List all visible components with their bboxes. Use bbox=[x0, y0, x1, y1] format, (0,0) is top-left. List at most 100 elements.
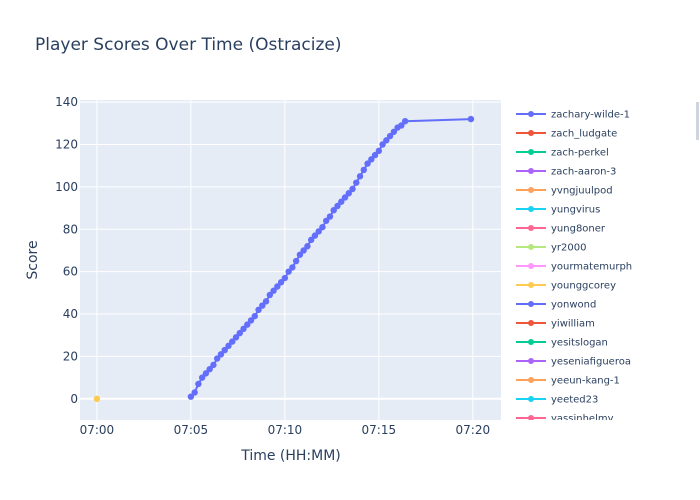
data-point bbox=[206, 365, 213, 373]
data-point bbox=[285, 268, 292, 275]
data-point bbox=[330, 206, 337, 214]
legend-item-younggcorey[interactable]: younggcorey bbox=[516, 281, 616, 292]
data-point bbox=[349, 185, 356, 193]
legend-label: yesitslogan bbox=[551, 338, 608, 349]
data-point bbox=[356, 173, 364, 180]
plot-area bbox=[80, 100, 501, 420]
data-point bbox=[398, 122, 405, 129]
legend[interactable]: zachary-wilde-1 zach_ludgate zach-perkel za… bbox=[516, 102, 699, 425]
legend-label: yonwond bbox=[551, 300, 596, 311]
legend-swatch-marker bbox=[528, 149, 534, 155]
data-point bbox=[247, 317, 255, 324]
data-point bbox=[345, 190, 352, 197]
data-point bbox=[229, 338, 236, 345]
legend-item-yeeted23[interactable]: yeeted23 bbox=[516, 395, 598, 406]
data-point bbox=[281, 274, 289, 282]
legend-item-yung8oner[interactable]: yung8oner bbox=[516, 224, 606, 235]
legend-item-yeseniafigueroa[interactable]: yeseniafigueroa bbox=[516, 357, 631, 368]
data-point bbox=[217, 351, 225, 358]
data-point bbox=[371, 151, 379, 159]
legend-swatch-marker bbox=[528, 225, 534, 231]
data-point bbox=[360, 166, 367, 174]
legend-label: yassinhelmy bbox=[551, 414, 614, 425]
y-tick-label: 120 bbox=[55, 138, 78, 152]
series-layer bbox=[93, 115, 475, 403]
data-point bbox=[375, 147, 383, 155]
data-point bbox=[386, 132, 394, 140]
legend-swatch-marker bbox=[528, 244, 534, 250]
x-tick-label: 07:05 bbox=[174, 423, 209, 437]
legend-item-zach-aaron-3[interactable]: zach-aaron-3 bbox=[516, 167, 616, 178]
legend-scrollbar[interactable] bbox=[696, 102, 699, 140]
legend-swatch-marker bbox=[528, 320, 534, 326]
data-point bbox=[221, 346, 228, 354]
legend-item-yassinhelmy[interactable]: yassinhelmy bbox=[516, 414, 614, 425]
legend-label: yeeted23 bbox=[551, 395, 598, 406]
legend-label: zach-aaron-3 bbox=[551, 167, 616, 178]
data-point bbox=[274, 283, 281, 290]
legend-swatch-marker bbox=[528, 377, 534, 383]
legend-item-yourmatemurph[interactable]: yourmatemurph bbox=[516, 262, 632, 273]
legend-swatch-marker bbox=[528, 339, 534, 345]
legend-item-zach-perkel[interactable]: zach-perkel bbox=[516, 148, 609, 159]
x-tick-label: 07:15 bbox=[362, 423, 397, 437]
data-point bbox=[266, 291, 274, 299]
legend-item-yonwond[interactable]: yonwond bbox=[516, 300, 596, 311]
data-point bbox=[364, 160, 371, 167]
legend-label: yourmatemurph bbox=[551, 262, 632, 273]
axis-ticks: 07:00 07:05 07:10 07:15 07:20 0 20 40 60 80 100 120… bbox=[55, 95, 490, 437]
legend-item-yeeun-kang-1[interactable]: yeeun-kang-1 bbox=[516, 376, 620, 387]
data-point bbox=[187, 393, 195, 400]
data-point bbox=[390, 128, 398, 135]
legend-item-yesitslogan[interactable]: yesitslogan bbox=[516, 338, 608, 349]
data-point bbox=[210, 361, 217, 369]
data-point bbox=[289, 264, 296, 271]
legend-swatch-marker bbox=[528, 396, 534, 402]
data-point bbox=[379, 141, 386, 148]
data-point bbox=[195, 380, 202, 388]
legend-swatch-marker bbox=[528, 415, 534, 420]
data-point bbox=[341, 194, 349, 201]
data-point bbox=[214, 355, 221, 362]
data-point bbox=[232, 334, 240, 341]
legend-label: yiwilliam bbox=[551, 319, 595, 330]
y-tick-label: 80 bbox=[63, 222, 78, 236]
legend-item-yr2000[interactable]: yr2000 bbox=[516, 243, 586, 254]
legend-label: younggcorey bbox=[551, 281, 616, 292]
data-point bbox=[255, 306, 262, 314]
data-point bbox=[304, 243, 311, 250]
data-point bbox=[251, 312, 258, 320]
data-point bbox=[338, 198, 345, 205]
data-point bbox=[296, 251, 304, 258]
legend-item-zach_ludgate[interactable]: zach_ludgate bbox=[516, 129, 617, 140]
data-point bbox=[323, 217, 330, 224]
legend-swatch-marker bbox=[528, 358, 534, 364]
legend-swatch-marker bbox=[528, 263, 534, 269]
legend-item-zachary-wilde-1[interactable]: zachary-wilde-1 bbox=[516, 110, 630, 121]
data-point bbox=[383, 137, 390, 144]
legend-items: zachary-wilde-1 zach_ludgate zach-perkel za… bbox=[516, 110, 632, 425]
legend-item-yungvirus[interactable]: yungvirus bbox=[516, 205, 600, 216]
data-point bbox=[326, 213, 334, 220]
legend-label: yeeun-kang-1 bbox=[551, 376, 620, 387]
data-point bbox=[311, 232, 319, 239]
data-point bbox=[315, 228, 322, 235]
data-point bbox=[277, 279, 285, 286]
data-point bbox=[401, 117, 409, 125]
legend-swatch-marker bbox=[528, 206, 534, 212]
data-point bbox=[262, 298, 270, 305]
legend-swatch-marker bbox=[528, 168, 534, 174]
legend-label: yungvirus bbox=[551, 205, 600, 216]
legend-item-yiwilliam[interactable]: yiwilliam bbox=[516, 319, 595, 330]
grid-lines bbox=[80, 100, 501, 420]
legend-swatch-marker bbox=[528, 187, 534, 193]
data-point bbox=[334, 202, 341, 210]
x-tick-label: 07:20 bbox=[456, 423, 491, 437]
y-axis-title: Score bbox=[25, 240, 41, 279]
y-tick-label: 20 bbox=[63, 349, 78, 363]
data-point bbox=[467, 115, 475, 123]
data-point bbox=[259, 302, 266, 309]
legend-item-yvngjuulpod[interactable]: yvngjuulpod bbox=[516, 186, 613, 197]
series-younggcorey bbox=[93, 395, 101, 403]
legend-label: zachary-wilde-1 bbox=[551, 110, 630, 121]
